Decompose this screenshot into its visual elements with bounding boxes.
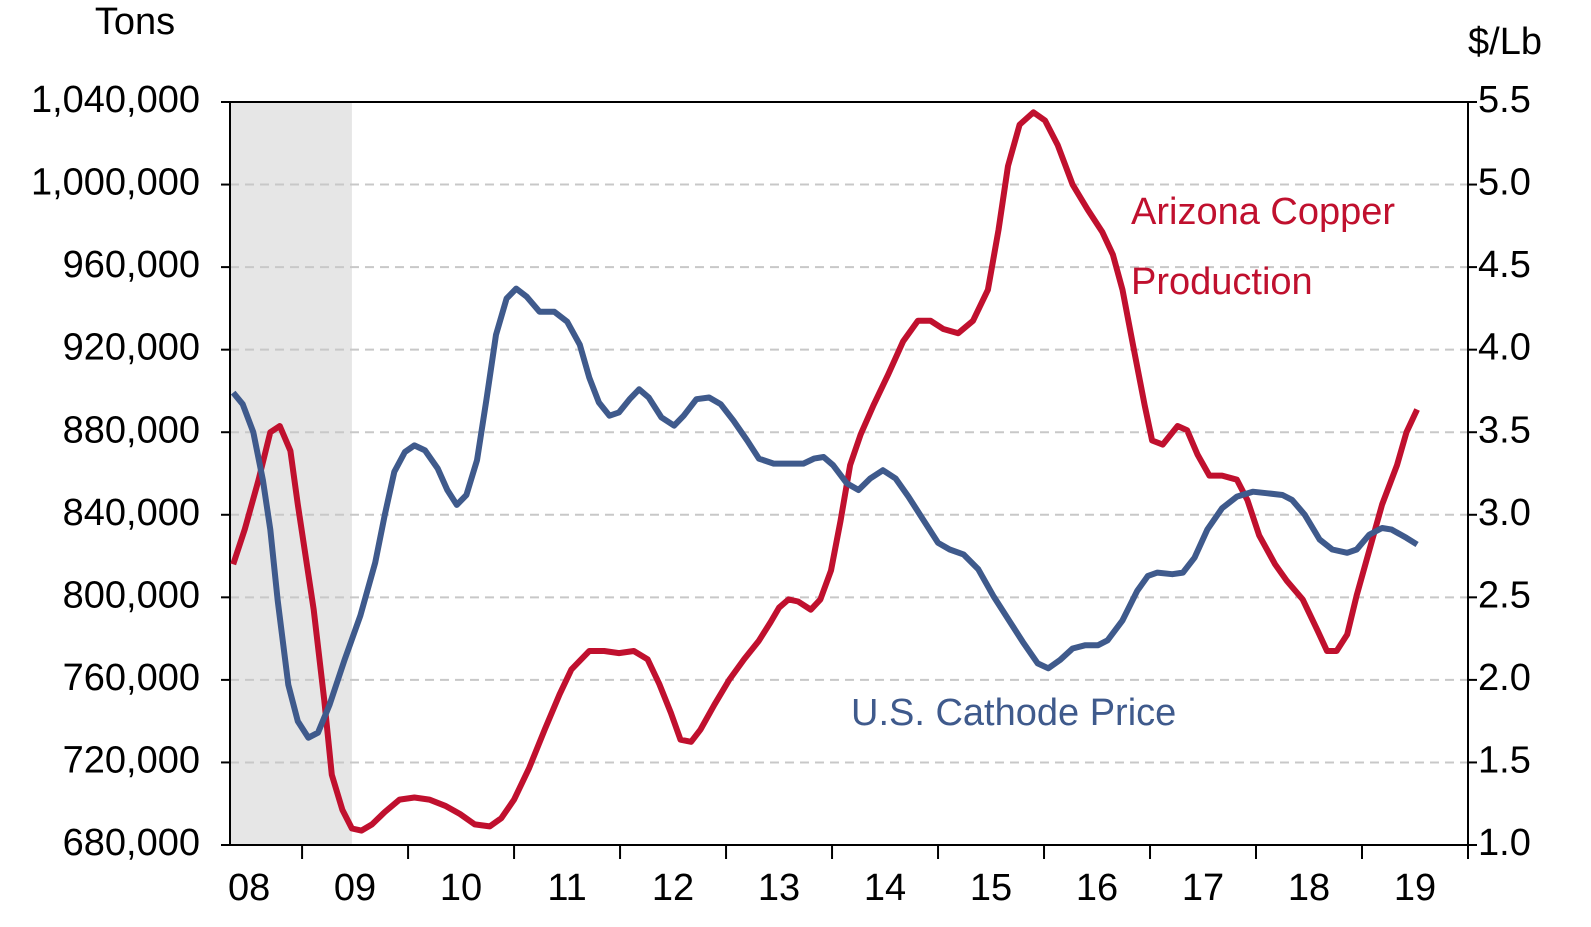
x-tick-label: 19 xyxy=(1394,867,1436,909)
y-tick-label: 680,000 xyxy=(63,822,200,864)
series-label: U.S. Cathode Price xyxy=(851,692,1177,734)
y2-tick-label: 5.5 xyxy=(1478,79,1531,121)
y-tick-label: 760,000 xyxy=(63,657,200,699)
y2-tick-label: 4.5 xyxy=(1478,244,1531,286)
x-tick-label: 14 xyxy=(864,867,906,909)
y2-tick-label: 5.0 xyxy=(1478,162,1531,204)
y2-tick-label: 2.0 xyxy=(1478,657,1531,699)
x-tick-label: 08 xyxy=(228,867,270,909)
x-tick-label: 15 xyxy=(970,867,1012,909)
y-tick-label: 720,000 xyxy=(63,739,200,781)
y2-tick-label: 3.0 xyxy=(1478,492,1531,534)
y2-tick-label: 1.0 xyxy=(1478,822,1531,864)
series-line xyxy=(230,285,1419,741)
x-tick-label: 12 xyxy=(652,867,694,909)
y-axis-label: Tons xyxy=(95,1,175,43)
y-tick-label: 800,000 xyxy=(63,574,200,616)
y-tick-label: 1,000,000 xyxy=(31,162,200,204)
y-tick-label: 880,000 xyxy=(63,409,200,451)
y-tick-label: 960,000 xyxy=(63,244,200,286)
y-tick-label: 1,040,000 xyxy=(31,79,200,121)
x-tick-label: 10 xyxy=(440,867,482,909)
series-line xyxy=(230,109,1420,834)
y2-tick-label: 2.5 xyxy=(1478,574,1531,616)
x-tick-label: 16 xyxy=(1076,867,1118,909)
y2-tick-label: 3.5 xyxy=(1478,409,1531,451)
y2-tick-label: 4.0 xyxy=(1478,327,1531,369)
x-tick-label: 09 xyxy=(334,867,376,909)
y2-axis-label: $/Lb xyxy=(1468,21,1542,63)
x-tick-label: 18 xyxy=(1288,867,1330,909)
x-tick-label: 11 xyxy=(547,867,586,909)
x-tick-label: 17 xyxy=(1182,867,1224,909)
x-tick-label: 13 xyxy=(758,867,800,909)
y-tick-label: 920,000 xyxy=(63,327,200,369)
y-tick-label: 840,000 xyxy=(63,492,200,534)
series-label: Arizona Copper Production xyxy=(1131,191,1396,303)
plot-frame xyxy=(229,101,1469,846)
y2-tick-label: 1.5 xyxy=(1478,739,1531,781)
